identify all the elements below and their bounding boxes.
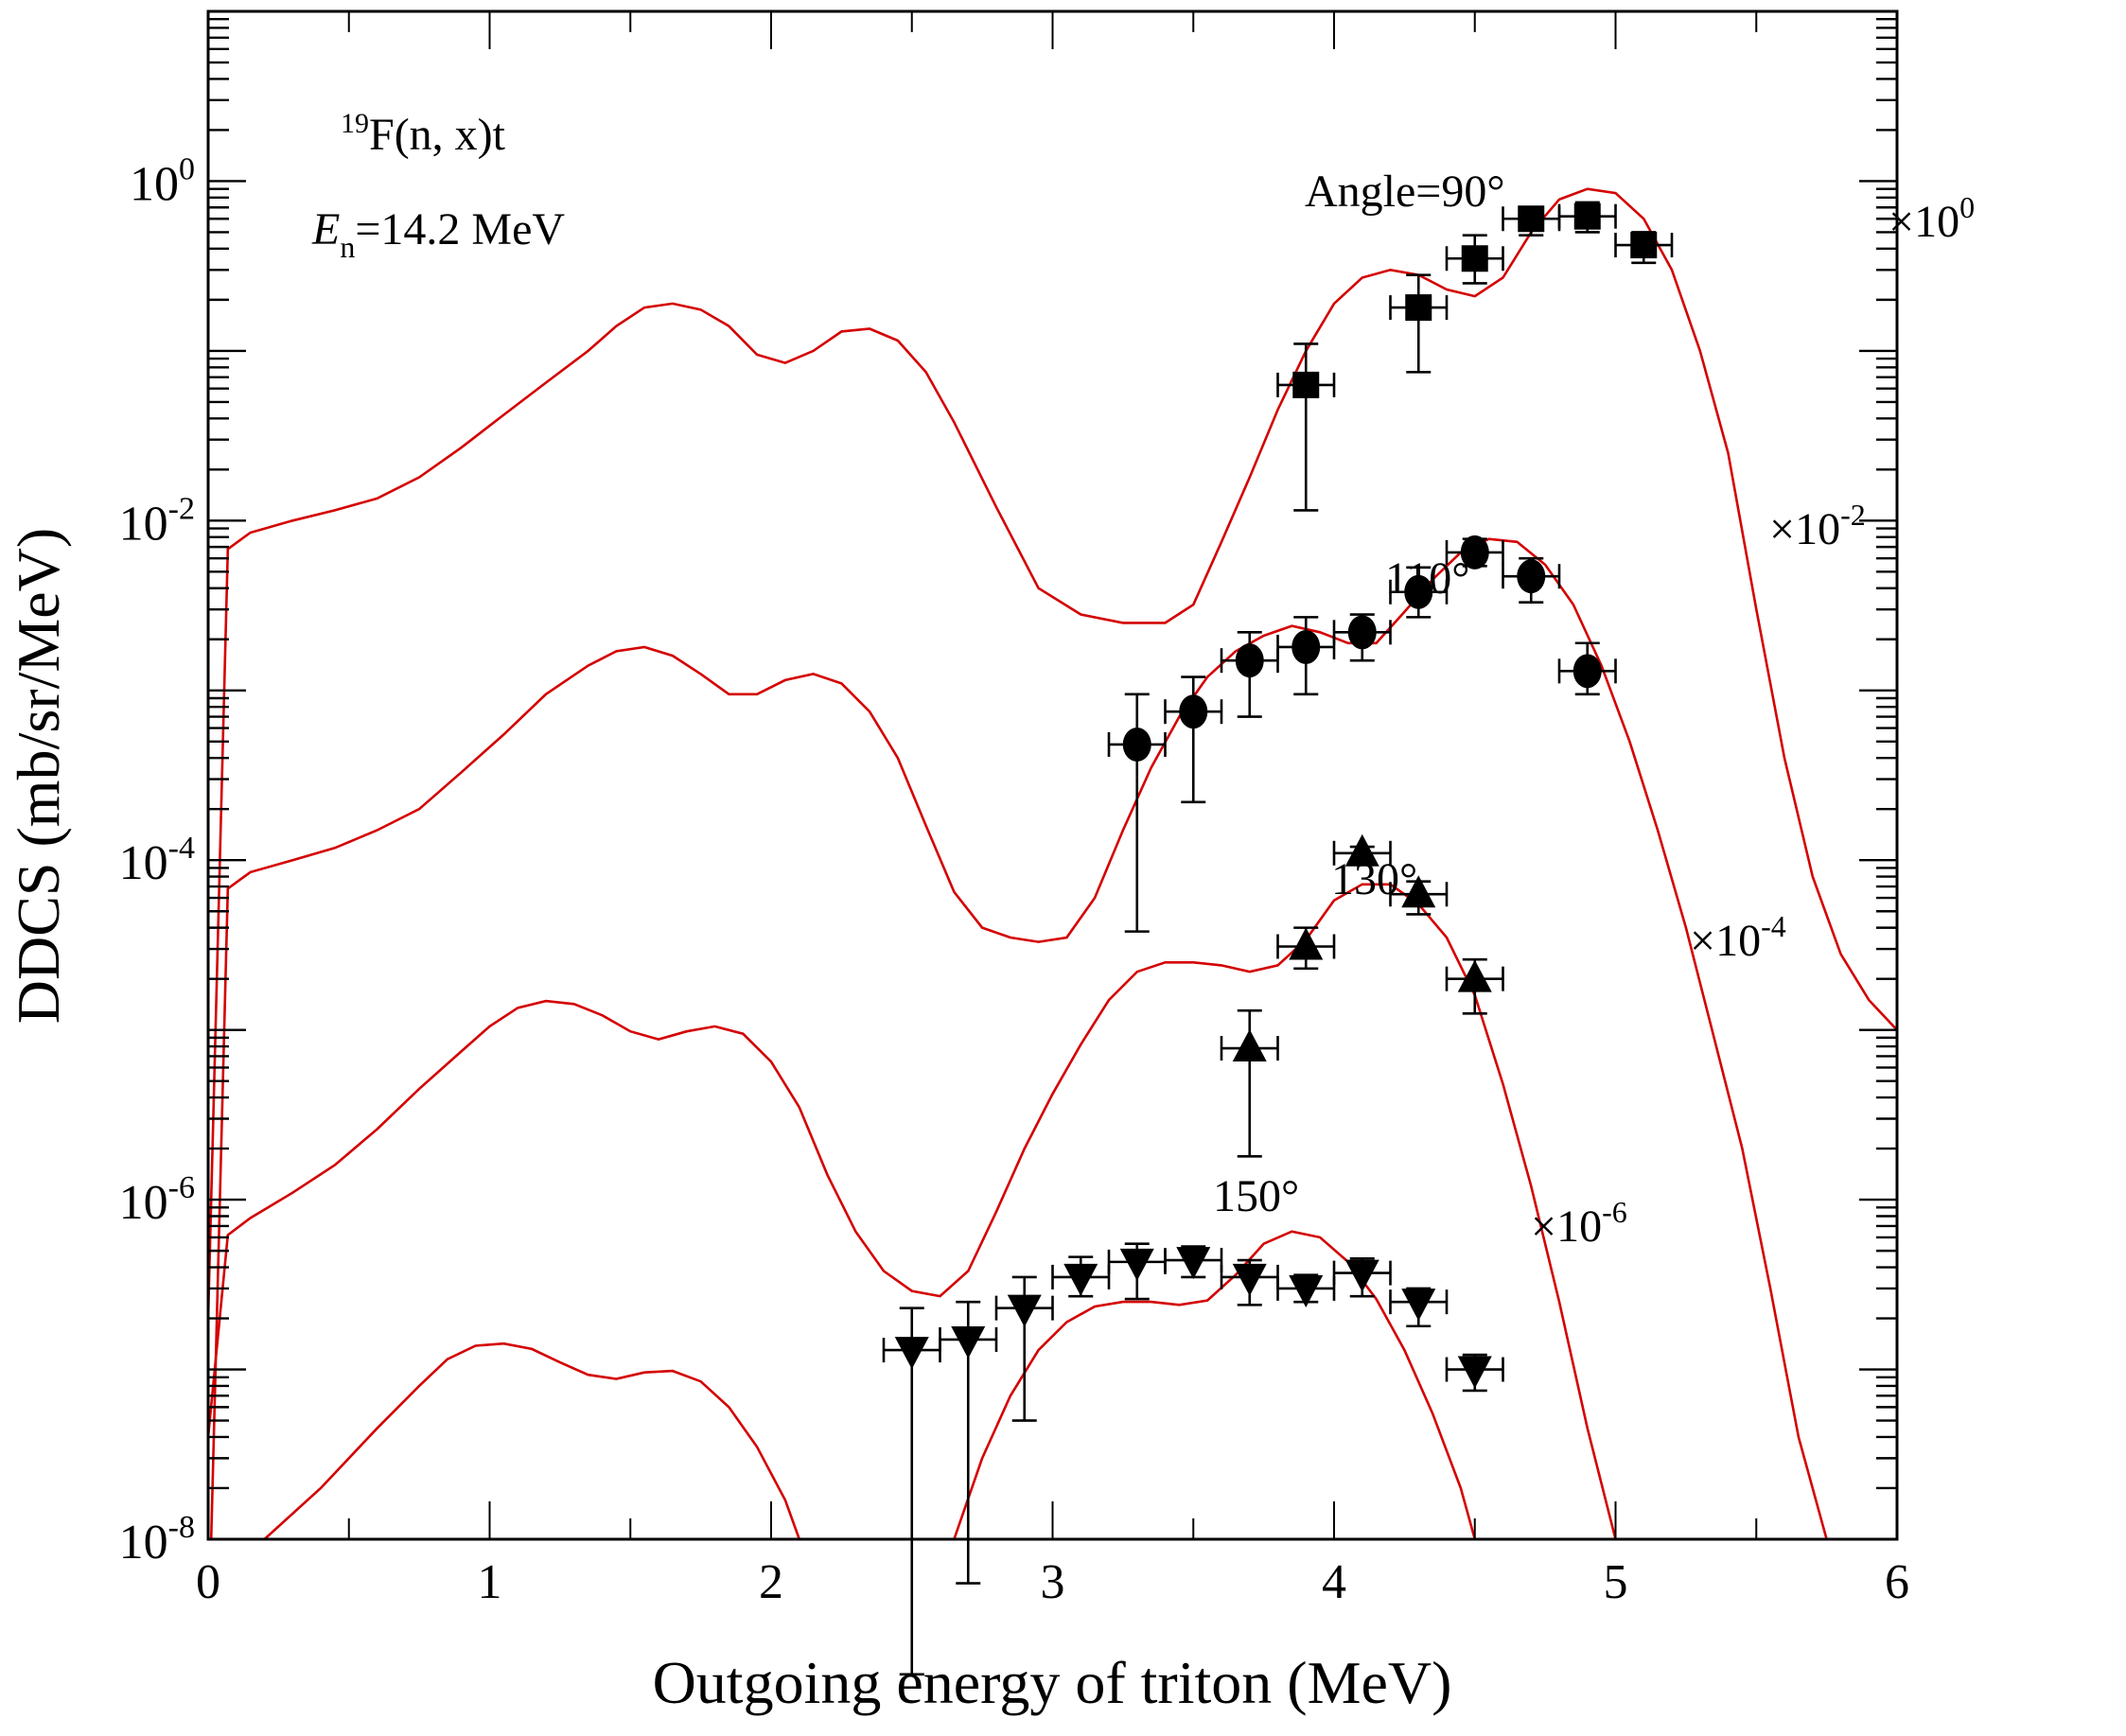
y-tick-label: 10-4 — [119, 831, 195, 890]
calc-curve-110deg — [209, 537, 1828, 1539]
x-tick-label: 6 — [1885, 1555, 1909, 1609]
circle-marker — [1460, 535, 1489, 570]
data-point — [1051, 1255, 1111, 1298]
axes: 0 1 2 3 4 5 6 100 10-2 10-4 10-6 10-8 — [119, 9, 1909, 1609]
data-point — [1220, 1258, 1279, 1306]
data-point — [1445, 234, 1504, 285]
triangle-up-marker — [1289, 927, 1324, 960]
data-point — [1557, 641, 1617, 696]
y-tick-label: 10-6 — [119, 1170, 195, 1230]
triangle-down-marker — [1007, 1294, 1042, 1327]
scale-label-90: ×100 — [1889, 190, 1975, 247]
data-point — [1332, 613, 1392, 662]
data-point — [1502, 556, 1561, 605]
triangle-down-marker — [1344, 1259, 1379, 1292]
data-point — [1107, 693, 1167, 933]
data-point — [882, 1306, 941, 1676]
data-point — [1332, 1257, 1392, 1298]
angle-110-label: 110° — [1385, 553, 1469, 604]
data-point — [1164, 1245, 1223, 1280]
data-point — [1276, 926, 1336, 971]
x-axis-label: Outgoing energy of triton (MeV) — [653, 1649, 1452, 1716]
data-point — [1557, 201, 1617, 234]
data-point — [1445, 957, 1504, 1015]
square-marker — [1573, 202, 1601, 230]
scale-label-110: ×10-2 — [1769, 498, 1866, 554]
triangle-down-marker — [1119, 1248, 1154, 1281]
data-point — [1332, 833, 1392, 867]
calc-curve-150deg — [263, 1341, 801, 1539]
data-point — [1389, 273, 1449, 374]
data-point — [1389, 566, 1449, 619]
angle-150-label: 150° — [1213, 1171, 1299, 1221]
triangle-up-marker — [1344, 833, 1379, 867]
angle-130-label: 130° — [1331, 854, 1417, 904]
circle-marker — [1517, 559, 1546, 594]
data-point — [1276, 342, 1336, 512]
circle-marker — [1347, 615, 1377, 650]
x-tick-label: 2 — [759, 1555, 783, 1609]
data-point — [939, 1300, 998, 1585]
x-tick-label: 5 — [1604, 1555, 1628, 1609]
data-point — [1614, 231, 1674, 265]
data-point — [1445, 1353, 1504, 1393]
triangle-down-marker — [1176, 1247, 1211, 1280]
triangle-down-marker — [894, 1337, 929, 1370]
circle-marker — [1179, 694, 1208, 729]
triangle-down-marker — [1401, 1289, 1436, 1322]
triangle-down-marker — [951, 1325, 986, 1359]
experimental-points — [882, 201, 1674, 1676]
data-point — [1276, 1273, 1336, 1307]
triangle-up-marker — [1232, 1029, 1267, 1062]
triangle-down-marker — [1289, 1274, 1324, 1307]
reaction-label: 19F(n, x)t — [341, 108, 506, 160]
square-marker — [1630, 232, 1658, 259]
data-point — [1389, 875, 1449, 916]
data-point — [1107, 1242, 1167, 1301]
circle-marker — [1235, 643, 1264, 678]
circle-marker — [1573, 654, 1602, 689]
x-tick-label: 0 — [196, 1555, 220, 1609]
square-marker — [1405, 294, 1432, 322]
y-tick-label: 10-8 — [119, 1510, 195, 1569]
triangle-down-marker — [1232, 1263, 1267, 1296]
square-marker — [1461, 245, 1488, 272]
circle-marker — [1291, 629, 1321, 664]
y-tick-label: 10-2 — [119, 491, 195, 551]
scale-label-130: ×10-4 — [1690, 909, 1786, 966]
calculation-curves — [208, 187, 1897, 1539]
data-point — [994, 1275, 1054, 1422]
energy-label: En=14.2 MeV — [311, 204, 565, 264]
triangle-down-marker — [1457, 1356, 1492, 1389]
triangle-up-marker — [1401, 875, 1436, 908]
circle-marker — [1122, 727, 1151, 762]
triangle-up-marker — [1457, 959, 1492, 992]
data-point — [1389, 1287, 1449, 1328]
y-tick-label: 100 — [130, 151, 195, 211]
square-marker — [1292, 371, 1320, 398]
x-tick-label: 1 — [478, 1555, 502, 1609]
scale-label-150: ×10-6 — [1531, 1195, 1627, 1252]
x-tick-label: 3 — [1041, 1555, 1065, 1609]
x-tick-label: 4 — [1322, 1555, 1346, 1609]
square-marker — [1518, 205, 1545, 233]
triangle-down-marker — [1063, 1263, 1098, 1296]
angle-90-label: Angle=90° — [1305, 167, 1505, 217]
data-point — [1220, 1008, 1279, 1158]
data-point — [1220, 631, 1279, 718]
circle-marker — [1404, 574, 1433, 609]
data-point — [1164, 675, 1223, 804]
data-point — [1445, 535, 1504, 570]
y-axis-label: DDCS (mb/sr/MeV) — [5, 528, 72, 1024]
calc-curve-90deg — [208, 187, 1897, 1319]
